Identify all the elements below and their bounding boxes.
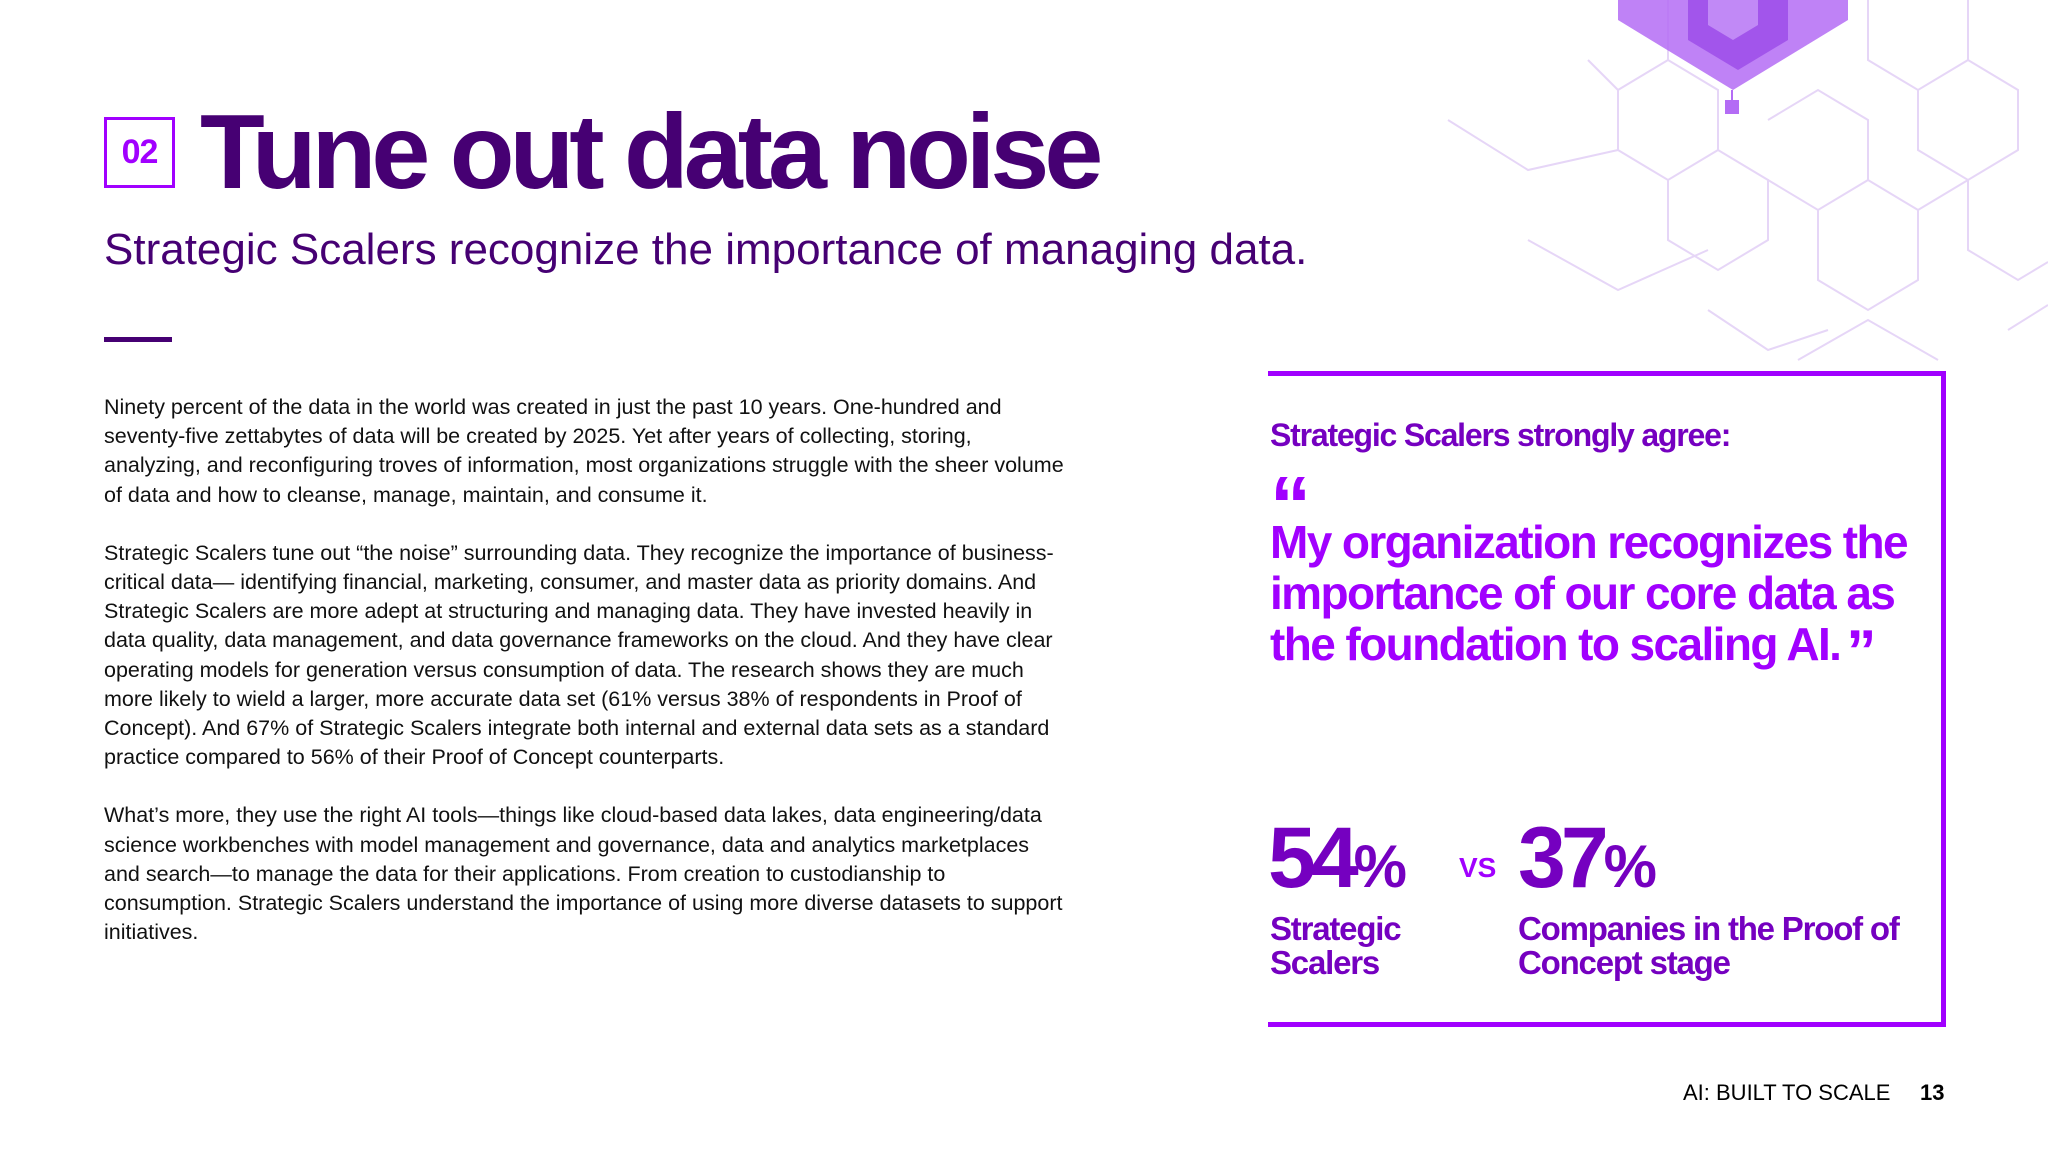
stat-value: 54 (1268, 810, 1359, 906)
close-quote-mark: ” (1846, 618, 1876, 685)
callout-card (1268, 371, 1946, 1027)
footer-report-title: AI: BUILT TO SCALE (1683, 1080, 1891, 1105)
page-number: 13 (1920, 1080, 1945, 1105)
body-paragraph: What’s more, they use the right AI tools… (104, 803, 1063, 945)
stat-unit: % (1353, 833, 1407, 900)
callout-heading: Strategic Scalers strongly agree: (1270, 417, 1731, 453)
section-number-badge: 02 (104, 117, 175, 188)
stat-label-proof-of-concept: Companies in the Proof of Concept stage (1518, 910, 1900, 981)
page-title: Tune out data noise (200, 93, 1103, 211)
body-paragraph: Ninety percent of the data in the world … (104, 395, 1064, 507)
versus-label: VS (1459, 852, 1497, 883)
title-divider (104, 337, 172, 342)
page-subtitle: Strategic Scalers recognize the importan… (104, 225, 1308, 274)
stat-proof-of-concept: 37% (1518, 810, 1657, 906)
callout-card-top-border (1268, 371, 1946, 376)
hex-network-decoration (1447, 0, 2048, 361)
stat-unit: % (1603, 833, 1657, 900)
body-copy: Ninety percent of the data in the world … (104, 393, 1064, 947)
stat-strategic-scalers: 54% (1268, 810, 1407, 906)
quote-text: My organization recognizes the importanc… (1270, 516, 1909, 670)
stat-label-strategic-scalers: Strategic Scalers (1270, 910, 1402, 981)
open-quote-mark: “ (1270, 466, 1311, 512)
callout-quote: My organization recognizes the importanc… (1270, 516, 1910, 682)
body-paragraph: Strategic Scalers tune out “the noise” s… (104, 540, 1054, 770)
stat-value: 37 (1518, 810, 1609, 906)
